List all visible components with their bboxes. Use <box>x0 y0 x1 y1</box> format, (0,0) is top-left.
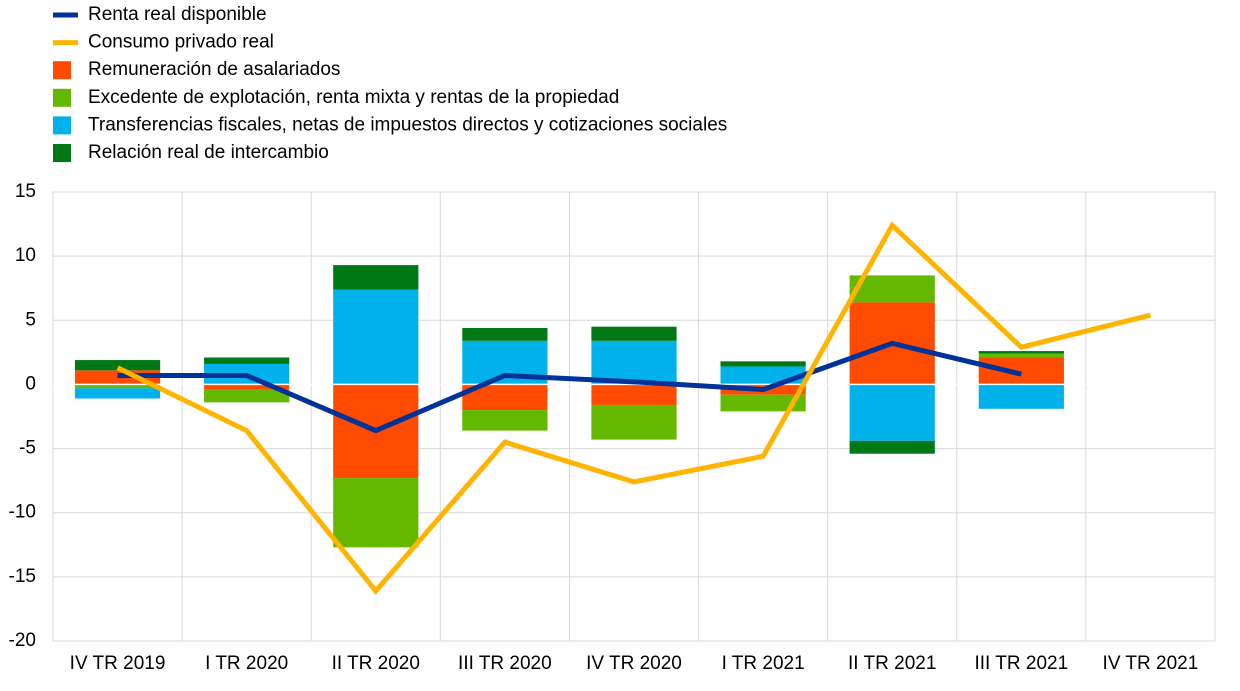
y-tick-label: -10 <box>9 502 36 523</box>
bar-segment <box>462 327 548 341</box>
line-series <box>117 340 1022 434</box>
bar-segment <box>591 326 677 341</box>
line-series <box>116 221 1152 595</box>
bar-segment <box>204 384 290 390</box>
bar-segment <box>591 404 677 440</box>
legend-marker <box>53 116 71 135</box>
bar-segment <box>333 265 419 290</box>
x-tick-label: IV TR 2019 <box>70 653 166 674</box>
bar-segment <box>849 440 935 454</box>
bar-segment <box>720 361 806 367</box>
bar-segment <box>74 360 161 371</box>
bar-segment <box>978 384 1064 409</box>
legend-label: Excedente de explotación, renta mixta y … <box>88 87 619 108</box>
legend-label: Renta real disponible <box>88 4 267 25</box>
bar-segment <box>333 289 419 385</box>
y-tick-label: 5 <box>25 309 36 330</box>
bar-segment <box>849 384 935 441</box>
y-tick-label: 0 <box>25 373 36 394</box>
bar-segment <box>720 366 806 385</box>
legend-marker <box>53 88 71 107</box>
bar-segment <box>333 478 419 548</box>
legend-marker <box>53 144 71 162</box>
legend-label: Transferencias fiscales, netas de impues… <box>88 114 727 135</box>
legend-marker <box>53 61 71 80</box>
x-tick-label: IV TR 2021 <box>1103 653 1199 674</box>
x-tick-label: II TR 2021 <box>848 653 936 674</box>
bar-segment <box>591 384 677 405</box>
x-tick-label: IV TR 2020 <box>586 653 682 674</box>
legend-label: Consumo privado real <box>88 32 274 53</box>
bar-segment <box>462 410 548 431</box>
bar-segment <box>978 357 1064 385</box>
legend-label: Relación real de intercambio <box>88 142 329 163</box>
bar-segment <box>978 351 1064 354</box>
bar-segment <box>720 394 806 412</box>
y-tick-label: -5 <box>19 438 36 459</box>
x-tick-label: I TR 2021 <box>722 653 805 674</box>
y-tick-label: 15 <box>15 181 36 202</box>
y-tick-label: -15 <box>9 566 36 587</box>
bar-segment <box>978 353 1064 358</box>
x-tick-label: III TR 2021 <box>975 653 1069 674</box>
x-tick-label: I TR 2020 <box>205 653 288 674</box>
legend-label: Remuneración de asalariados <box>88 59 340 80</box>
bar-segment <box>591 340 677 385</box>
y-tick-label: -20 <box>9 630 36 651</box>
bar-segment <box>204 357 290 364</box>
bar-segment <box>74 388 161 399</box>
x-tick-label: II TR 2020 <box>332 653 420 674</box>
bar-segment <box>74 384 161 389</box>
y-tick-label: 10 <box>15 245 36 266</box>
bar-segment <box>204 389 290 403</box>
x-tick-label: III TR 2020 <box>458 653 552 674</box>
